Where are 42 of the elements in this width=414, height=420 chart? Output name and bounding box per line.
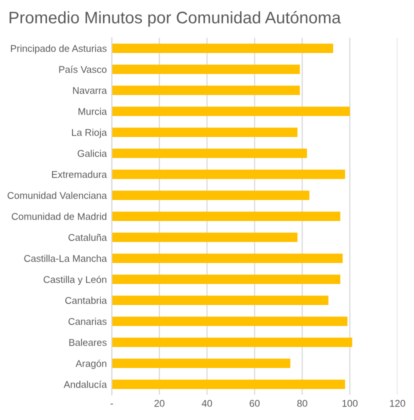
y-tick-label: Extremadura	[52, 170, 107, 178]
y-tick-label: Canarias	[68, 318, 107, 325]
y-tick-label: Cantabria	[65, 296, 107, 304]
x-tick-label: 80	[297, 400, 308, 407]
y-tick-label: Comunidad de Madrid	[12, 212, 106, 220]
y-tick-label: Cataluña	[68, 234, 107, 241]
bar	[112, 358, 290, 368]
y-tick-label: Castilla-La Mancha	[24, 254, 107, 262]
y-tick-label: Baleares	[69, 338, 107, 346]
bar	[112, 64, 300, 74]
x-tick-label: -	[110, 404, 113, 405]
y-tick-label: Castilla y León	[44, 276, 106, 285]
x-tick-label: 100	[342, 400, 358, 407]
bar	[112, 380, 346, 390]
y-tick-label: Murcia	[78, 108, 107, 115]
bar	[112, 86, 300, 96]
bar	[112, 106, 350, 116]
bar	[112, 296, 328, 306]
x-tick-label: 20	[154, 400, 164, 407]
y-tick-label: País Vasco	[59, 66, 107, 73]
chart-title: Promedio Minutos por Comunidad Autónoma	[10, 11, 341, 27]
bar	[112, 232, 298, 242]
bar	[112, 190, 310, 200]
y-tick-label: Andalucía	[64, 380, 107, 388]
bar	[112, 274, 340, 284]
x-tick-label: 40	[202, 400, 212, 407]
y-tick-label: Principado de Asturias	[10, 44, 107, 54]
x-tick-label: 60	[250, 400, 260, 407]
bar	[112, 338, 352, 348]
y-tick-label: Comunidad Valenciana	[8, 192, 107, 199]
bar	[112, 44, 334, 54]
x-tick-label: 120	[390, 400, 406, 407]
bar	[112, 316, 348, 326]
bar	[112, 128, 298, 138]
y-tick-label: Galicia	[78, 150, 107, 157]
y-tick-label: La Rioja	[72, 128, 107, 138]
bar	[112, 148, 307, 158]
y-tick-label: Aragón	[76, 360, 106, 369]
bar	[112, 170, 346, 180]
bar	[112, 212, 340, 222]
y-tick-label: Navarra	[73, 87, 107, 94]
bar	[112, 254, 343, 264]
